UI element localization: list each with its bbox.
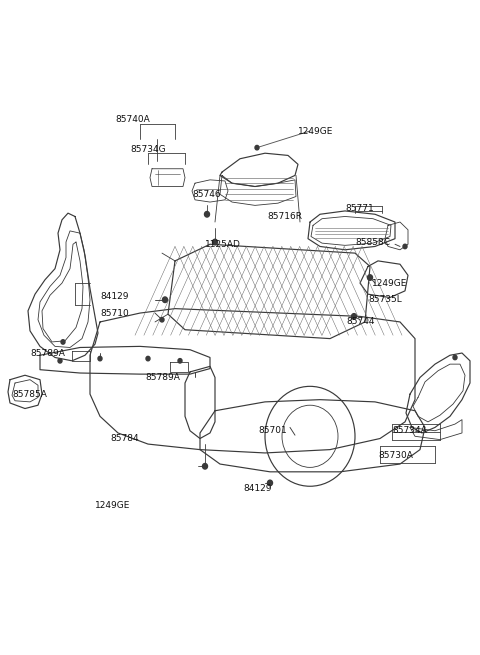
Circle shape (163, 297, 168, 303)
Circle shape (453, 355, 457, 360)
Text: 85744: 85744 (346, 318, 374, 326)
Text: 85771: 85771 (345, 204, 374, 214)
Text: 85785A: 85785A (12, 390, 47, 399)
Text: 85789A: 85789A (30, 348, 65, 358)
Text: 85858C: 85858C (355, 238, 390, 246)
Circle shape (146, 356, 150, 361)
Text: 85740A: 85740A (115, 115, 150, 124)
Text: 85734G: 85734G (130, 145, 166, 155)
Text: 1249GE: 1249GE (372, 278, 408, 288)
Text: 1249GE: 1249GE (95, 500, 131, 510)
Text: 84129: 84129 (100, 292, 129, 301)
Text: 1249GE: 1249GE (298, 126, 334, 136)
Circle shape (160, 318, 164, 322)
Circle shape (204, 212, 209, 217)
Circle shape (213, 239, 217, 245)
Circle shape (61, 340, 65, 344)
Text: 85784: 85784 (110, 434, 139, 443)
Text: 85716R: 85716R (267, 212, 302, 221)
Text: 85701: 85701 (258, 426, 287, 435)
Circle shape (203, 464, 207, 469)
Circle shape (255, 145, 259, 150)
Circle shape (267, 480, 273, 486)
Text: 1125AD: 1125AD (205, 240, 241, 249)
Text: 85734A: 85734A (392, 426, 427, 435)
Circle shape (368, 274, 372, 280)
Text: 84129: 84129 (243, 484, 272, 493)
Text: 85789A: 85789A (145, 373, 180, 382)
Circle shape (178, 358, 182, 363)
Circle shape (403, 244, 407, 249)
Text: 85746: 85746 (192, 190, 221, 198)
Circle shape (58, 358, 62, 363)
Circle shape (351, 314, 357, 319)
Text: 85735L: 85735L (368, 295, 402, 304)
Circle shape (98, 356, 102, 361)
Text: 85730A: 85730A (378, 451, 413, 460)
Text: 85710: 85710 (100, 309, 129, 318)
